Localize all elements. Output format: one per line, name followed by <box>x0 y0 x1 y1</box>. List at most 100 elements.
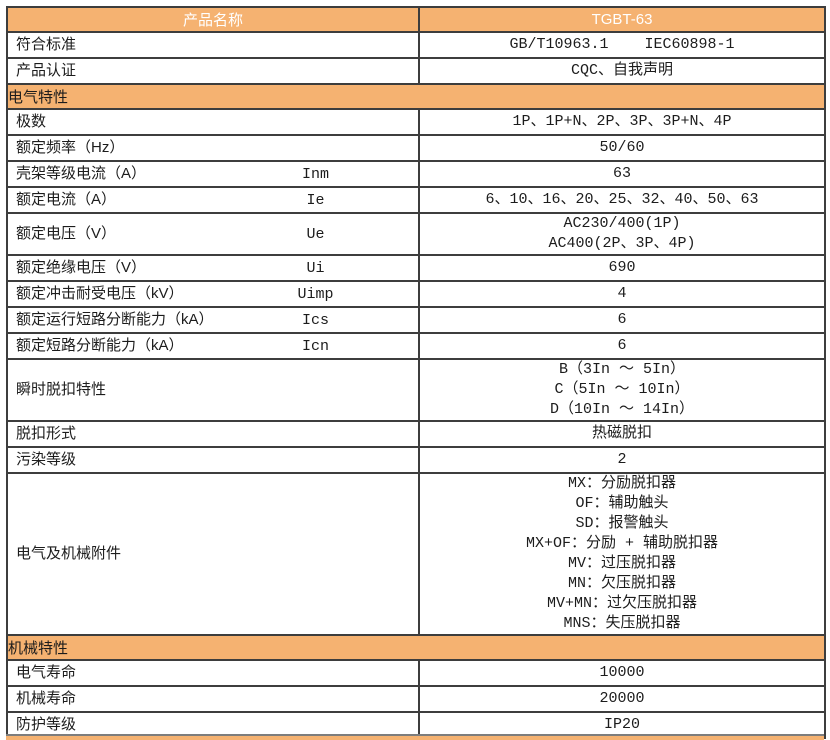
spec-value-cell: 6 <box>418 306 826 334</box>
spec-value-cell: 热磁脱扣 <box>418 420 826 448</box>
spec-value-line: MX：分励脱扣器 <box>567 475 676 492</box>
spec-value-line: 热磁脱扣 <box>591 425 652 442</box>
spec-row: 污染等级 2 <box>6 446 826 474</box>
spec-value-line: OF：辅助触头 <box>575 495 669 512</box>
spec-value-line: 690 <box>608 259 636 276</box>
product-spec-table: 产品名称 TGBT-63 符合标准 GB/T10963.1 IEC60898-1 产品认… <box>6 6 826 739</box>
spec-row: 符合标准 GB/T10963.1 IEC60898-1 <box>6 31 826 59</box>
spec-label-cell: 额定绝缘电压（V） Ui <box>6 254 420 282</box>
spec-value-cell: 690 <box>418 254 826 282</box>
spec-row: 产品认证 CQC、自我声明 <box>6 57 826 85</box>
spec-value-line: 20000 <box>599 690 645 707</box>
spec-label: 壳架等级电流（A） <box>16 165 147 182</box>
spec-label-cell: 产品认证 <box>6 57 420 85</box>
spec-label-cell: 额定冲击耐受电压（kV） Uimp <box>6 280 420 308</box>
spec-value-cell: 4 <box>418 280 826 308</box>
section-header-row: 机械特性 <box>6 634 826 661</box>
spec-row: 额定电流（A） Ie 6、10、16、20、25、32、40、50、63 <box>6 186 826 214</box>
spec-label: 电气寿命 <box>16 664 77 681</box>
spec-symbol: Ui <box>306 259 325 277</box>
spec-symbol: Ue <box>306 225 325 243</box>
spec-label: 电气及机械附件 <box>16 545 122 562</box>
spec-row: 电气及机械附件 MX：分励脱扣器 OF：辅助触头 SD：报警触头 MX+OF：分励 + … <box>6 472 826 636</box>
spec-value-cell: 50/60 <box>418 134 826 162</box>
spec-label: 额定频率（Hz） <box>16 139 125 156</box>
spec-row: 额定绝缘电压（V） Ui 690 <box>6 254 826 282</box>
spec-row: 额定电压（V） Ue AC230/400(1P) AC400(2P、3P、4P) <box>6 212 826 256</box>
spec-value-line: 63 <box>612 165 631 182</box>
spec-value-line: MV：过压脱扣器 <box>567 555 676 572</box>
spec-value-line: IP20 <box>603 716 640 733</box>
section-header-row: 电气特性 <box>6 83 826 110</box>
spec-value-cell: B（3In ～ 5In） C（5In ～ 10In） D（10In ～ 14In） <box>418 358 826 422</box>
spec-value-line: MV+MN：过欠压脱扣器 <box>546 595 697 612</box>
spec-label-cell: 脱扣形式 <box>6 420 420 448</box>
spec-label-cell: 壳架等级电流（A） Inm <box>6 160 420 188</box>
spec-value-line: 50/60 <box>599 139 645 156</box>
spec-row: 额定冲击耐受电压（kV） Uimp 4 <box>6 280 826 308</box>
spec-label: 额定电流（A） <box>16 191 117 208</box>
spec-label-cell: 机械寿命 <box>6 685 420 713</box>
spec-value-cell: 2 <box>418 446 826 474</box>
spec-value-line: MN：欠压脱扣器 <box>567 575 676 592</box>
spec-label: 机械寿命 <box>16 690 77 707</box>
spec-label: 额定短路分断能力（kA） <box>16 337 184 354</box>
spec-label: 符合标准 <box>16 36 77 53</box>
spec-value-line: D（10In ～ 14In） <box>549 401 695 418</box>
section-header-label: 机械特性 <box>6 634 826 661</box>
spec-label: 额定冲击耐受电压（kV） <box>16 285 184 302</box>
spec-label: 瞬时脱扣特性 <box>16 381 107 398</box>
spec-value-line: CQC、自我声明 <box>570 62 673 79</box>
spec-value-line: B（3In ～ 5In） <box>558 361 685 378</box>
spec-symbol: Ie <box>306 191 325 209</box>
spec-value-cell: 20000 <box>418 685 826 713</box>
spec-value-line: 4 <box>617 285 627 302</box>
spec-value-cell: MX：分励脱扣器 OF：辅助触头 SD：报警触头 MX+OF：分励 + 辅助脱扣器 MV… <box>418 472 826 636</box>
spec-value-line: 2 <box>617 451 627 468</box>
spec-value-line: GB/T10963.1 IEC60898-1 <box>509 36 735 53</box>
spec-value-cell: 6、10、16、20、25、32、40、50、63 <box>418 186 826 214</box>
spec-row: 额定运行短路分断能力（kA） Ics 6 <box>6 306 826 334</box>
spec-value-line: 10000 <box>599 664 645 681</box>
spec-label: 防护等级 <box>16 716 77 733</box>
spec-table-body: 产品名称 TGBT-63 符合标准 GB/T10963.1 IEC60898-1 产品认… <box>6 6 826 739</box>
spec-label: 极数 <box>16 113 47 130</box>
spec-row: 电气寿命 10000 <box>6 659 826 687</box>
product-model-cell: TGBT-63 <box>418 6 826 33</box>
partial-next-section-bar <box>6 734 824 740</box>
spec-label-cell: 额定运行短路分断能力（kA） Ics <box>6 306 420 334</box>
spec-value-line: SD：报警触头 <box>575 515 669 532</box>
spec-value-line: AC400(2P、3P、4P) <box>548 235 696 252</box>
spec-row: 机械寿命 20000 <box>6 685 826 713</box>
spec-value-cell: 63 <box>418 160 826 188</box>
product-name-header-cell: 产品名称 <box>6 6 420 33</box>
spec-symbol: Icn <box>301 337 329 355</box>
spec-value-line: 6、10、16、20、25、32、40、50、63 <box>485 191 759 208</box>
spec-label-cell: 污染等级 <box>6 446 420 474</box>
spec-value-line: 1P、1P+N、2P、3P、3P+N、4P <box>512 113 732 130</box>
spec-value-line: MX+OF：分励 + 辅助脱扣器 <box>525 535 718 552</box>
spec-label: 额定运行短路分断能力（kA） <box>16 311 214 328</box>
spec-value-cell: 10000 <box>418 659 826 687</box>
spec-label-cell: 额定电压（V） Ue <box>6 212 420 256</box>
spec-label: 额定电压（V） <box>16 225 117 242</box>
spec-label: 额定绝缘电压（V） <box>16 259 147 276</box>
spec-label-cell: 极数 <box>6 108 420 136</box>
spec-value-line: 6 <box>617 311 627 328</box>
spec-value-cell: 1P、1P+N、2P、3P、3P+N、4P <box>418 108 826 136</box>
spec-value-cell: CQC、自我声明 <box>418 57 826 85</box>
spec-row: 额定短路分断能力（kA） Icn 6 <box>6 332 826 360</box>
spec-value-cell: GB/T10963.1 IEC60898-1 <box>418 31 826 59</box>
spec-label-cell: 瞬时脱扣特性 <box>6 358 420 422</box>
spec-value-cell: AC230/400(1P) AC400(2P、3P、4P) <box>418 212 826 256</box>
spec-symbol: Uimp <box>297 285 334 303</box>
spec-value-line: MNS：失压脱扣器 <box>563 615 681 632</box>
spec-label-cell: 额定频率（Hz） <box>6 134 420 162</box>
product-title-row: 产品名称 TGBT-63 <box>6 6 826 33</box>
spec-row: 瞬时脱扣特性 B（3In ～ 5In） C（5In ～ 10In） D（10In ～ … <box>6 358 826 422</box>
spec-value-line: AC230/400(1P) <box>563 215 681 232</box>
spec-label-cell: 电气寿命 <box>6 659 420 687</box>
spec-label-cell: 电气及机械附件 <box>6 472 420 636</box>
spec-label-cell: 符合标准 <box>6 31 420 59</box>
